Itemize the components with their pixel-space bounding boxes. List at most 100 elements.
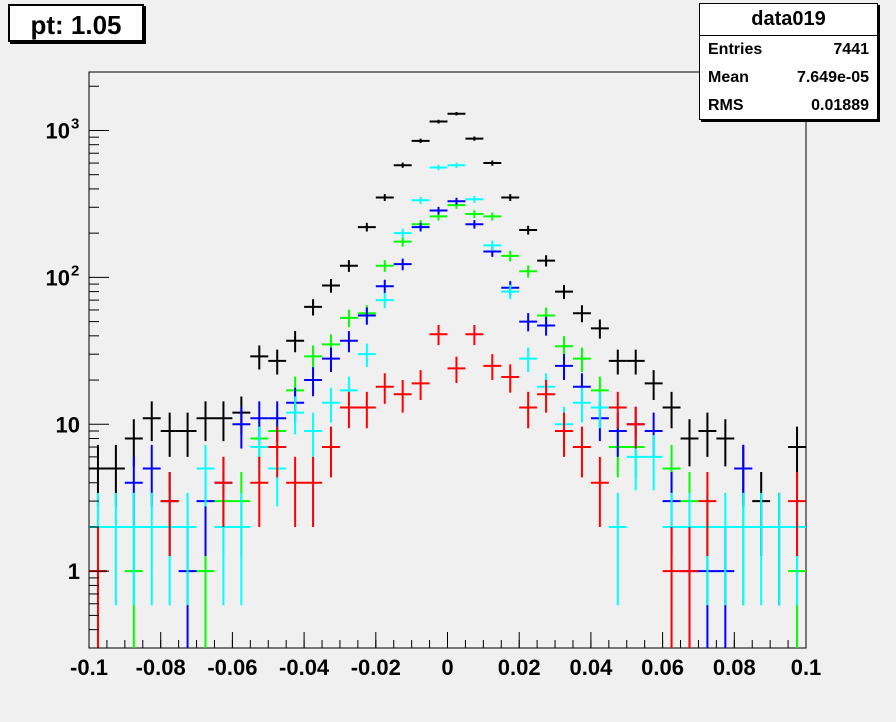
data-point (393, 380, 412, 413)
y-tick-label: 1 (68, 559, 80, 584)
data-point (483, 160, 502, 166)
data-point (393, 228, 412, 238)
data-point (268, 349, 287, 375)
data-point (519, 225, 538, 235)
data-point (465, 210, 484, 219)
data-point (178, 492, 197, 606)
data-point (357, 343, 376, 368)
data-point (106, 492, 125, 606)
data-point (250, 456, 269, 527)
data-point (322, 347, 340, 372)
data-point (304, 412, 323, 457)
data-point (304, 299, 323, 316)
data-point (429, 164, 448, 171)
data-point (196, 444, 215, 507)
data-point (357, 307, 376, 325)
data-point (608, 391, 627, 429)
data-point (752, 492, 771, 606)
data-point (465, 136, 484, 141)
data-point (429, 119, 448, 124)
data-point (788, 472, 806, 557)
data-point (411, 370, 430, 400)
data-point (393, 237, 412, 247)
data-point (447, 162, 466, 168)
x-tick-label: -0.06 (207, 655, 257, 680)
data-point (232, 492, 251, 606)
data-point (375, 279, 394, 294)
series-0 (89, 111, 806, 606)
data-point (339, 331, 358, 353)
y-tick-label: 10 (46, 265, 70, 290)
stats-label: RMS (708, 97, 744, 114)
stats-value: 7.649e-05 (796, 69, 869, 86)
data-point (411, 138, 430, 144)
series-layer (89, 111, 806, 648)
data-point (519, 265, 538, 278)
stats-row-rms: RMS 0.01889 (700, 92, 877, 120)
data-point (429, 206, 448, 215)
data-point (537, 316, 556, 336)
data-point (142, 492, 161, 606)
stats-label: Entries (708, 41, 763, 58)
data-point (286, 456, 305, 527)
data-point (483, 354, 502, 381)
data-point (465, 220, 484, 229)
data-point (339, 309, 358, 328)
data-point (286, 331, 305, 353)
data-point (178, 412, 197, 457)
data-point (501, 250, 520, 262)
data-point (214, 456, 233, 527)
data-point (375, 260, 394, 272)
x-tick-label: 0.1 (791, 655, 822, 680)
data-point (537, 380, 556, 413)
data-point (393, 258, 412, 271)
data-point (501, 284, 520, 300)
data-point (483, 240, 502, 251)
plot-area (88, 71, 807, 649)
data-point (393, 162, 412, 168)
data-point (680, 526, 699, 648)
y-tick-label: 10 (46, 118, 70, 143)
data-point (250, 345, 269, 370)
data-point (626, 406, 645, 449)
y-tick-exponent: 3 (71, 115, 79, 132)
data-point (572, 387, 591, 423)
data-point (608, 492, 627, 606)
data-point (572, 305, 591, 323)
data-point (501, 364, 520, 393)
data-point (519, 347, 538, 372)
data-point (339, 391, 358, 429)
data-point (465, 195, 484, 203)
data-point (501, 194, 520, 201)
data-point (680, 419, 699, 467)
data-point (537, 255, 556, 267)
plot-title-box: pt: 1.05 (8, 4, 144, 42)
data-point (160, 412, 179, 457)
data-point (572, 347, 591, 372)
y-tick-label: 10 (56, 412, 80, 437)
data-point (662, 391, 681, 429)
x-tick-label: 0.06 (641, 655, 684, 680)
data-point (662, 526, 681, 648)
data-point (555, 284, 573, 300)
data-point (429, 324, 448, 346)
data-point (626, 349, 645, 375)
data-point (304, 456, 323, 527)
data-point (770, 492, 789, 606)
data-point (322, 279, 340, 293)
data-point (716, 419, 735, 467)
x-tick-label: -0.08 (136, 655, 186, 680)
data-point (519, 391, 538, 429)
data-point (519, 313, 538, 332)
data-point (698, 472, 717, 557)
x-tick-label: 0.04 (569, 655, 613, 680)
x-tick-label: 0 (441, 655, 453, 680)
stats-row-mean: Mean 7.649e-05 (700, 64, 877, 92)
series-4 (89, 324, 806, 648)
data-point (357, 391, 376, 429)
stats-value: 7441 (833, 41, 869, 58)
data-point (286, 396, 305, 435)
axis-layer: -0.1 -0.08 -0.06 -0.04 -0.02 0 0.02 0.04 0.06 0.0… (46, 85, 822, 680)
